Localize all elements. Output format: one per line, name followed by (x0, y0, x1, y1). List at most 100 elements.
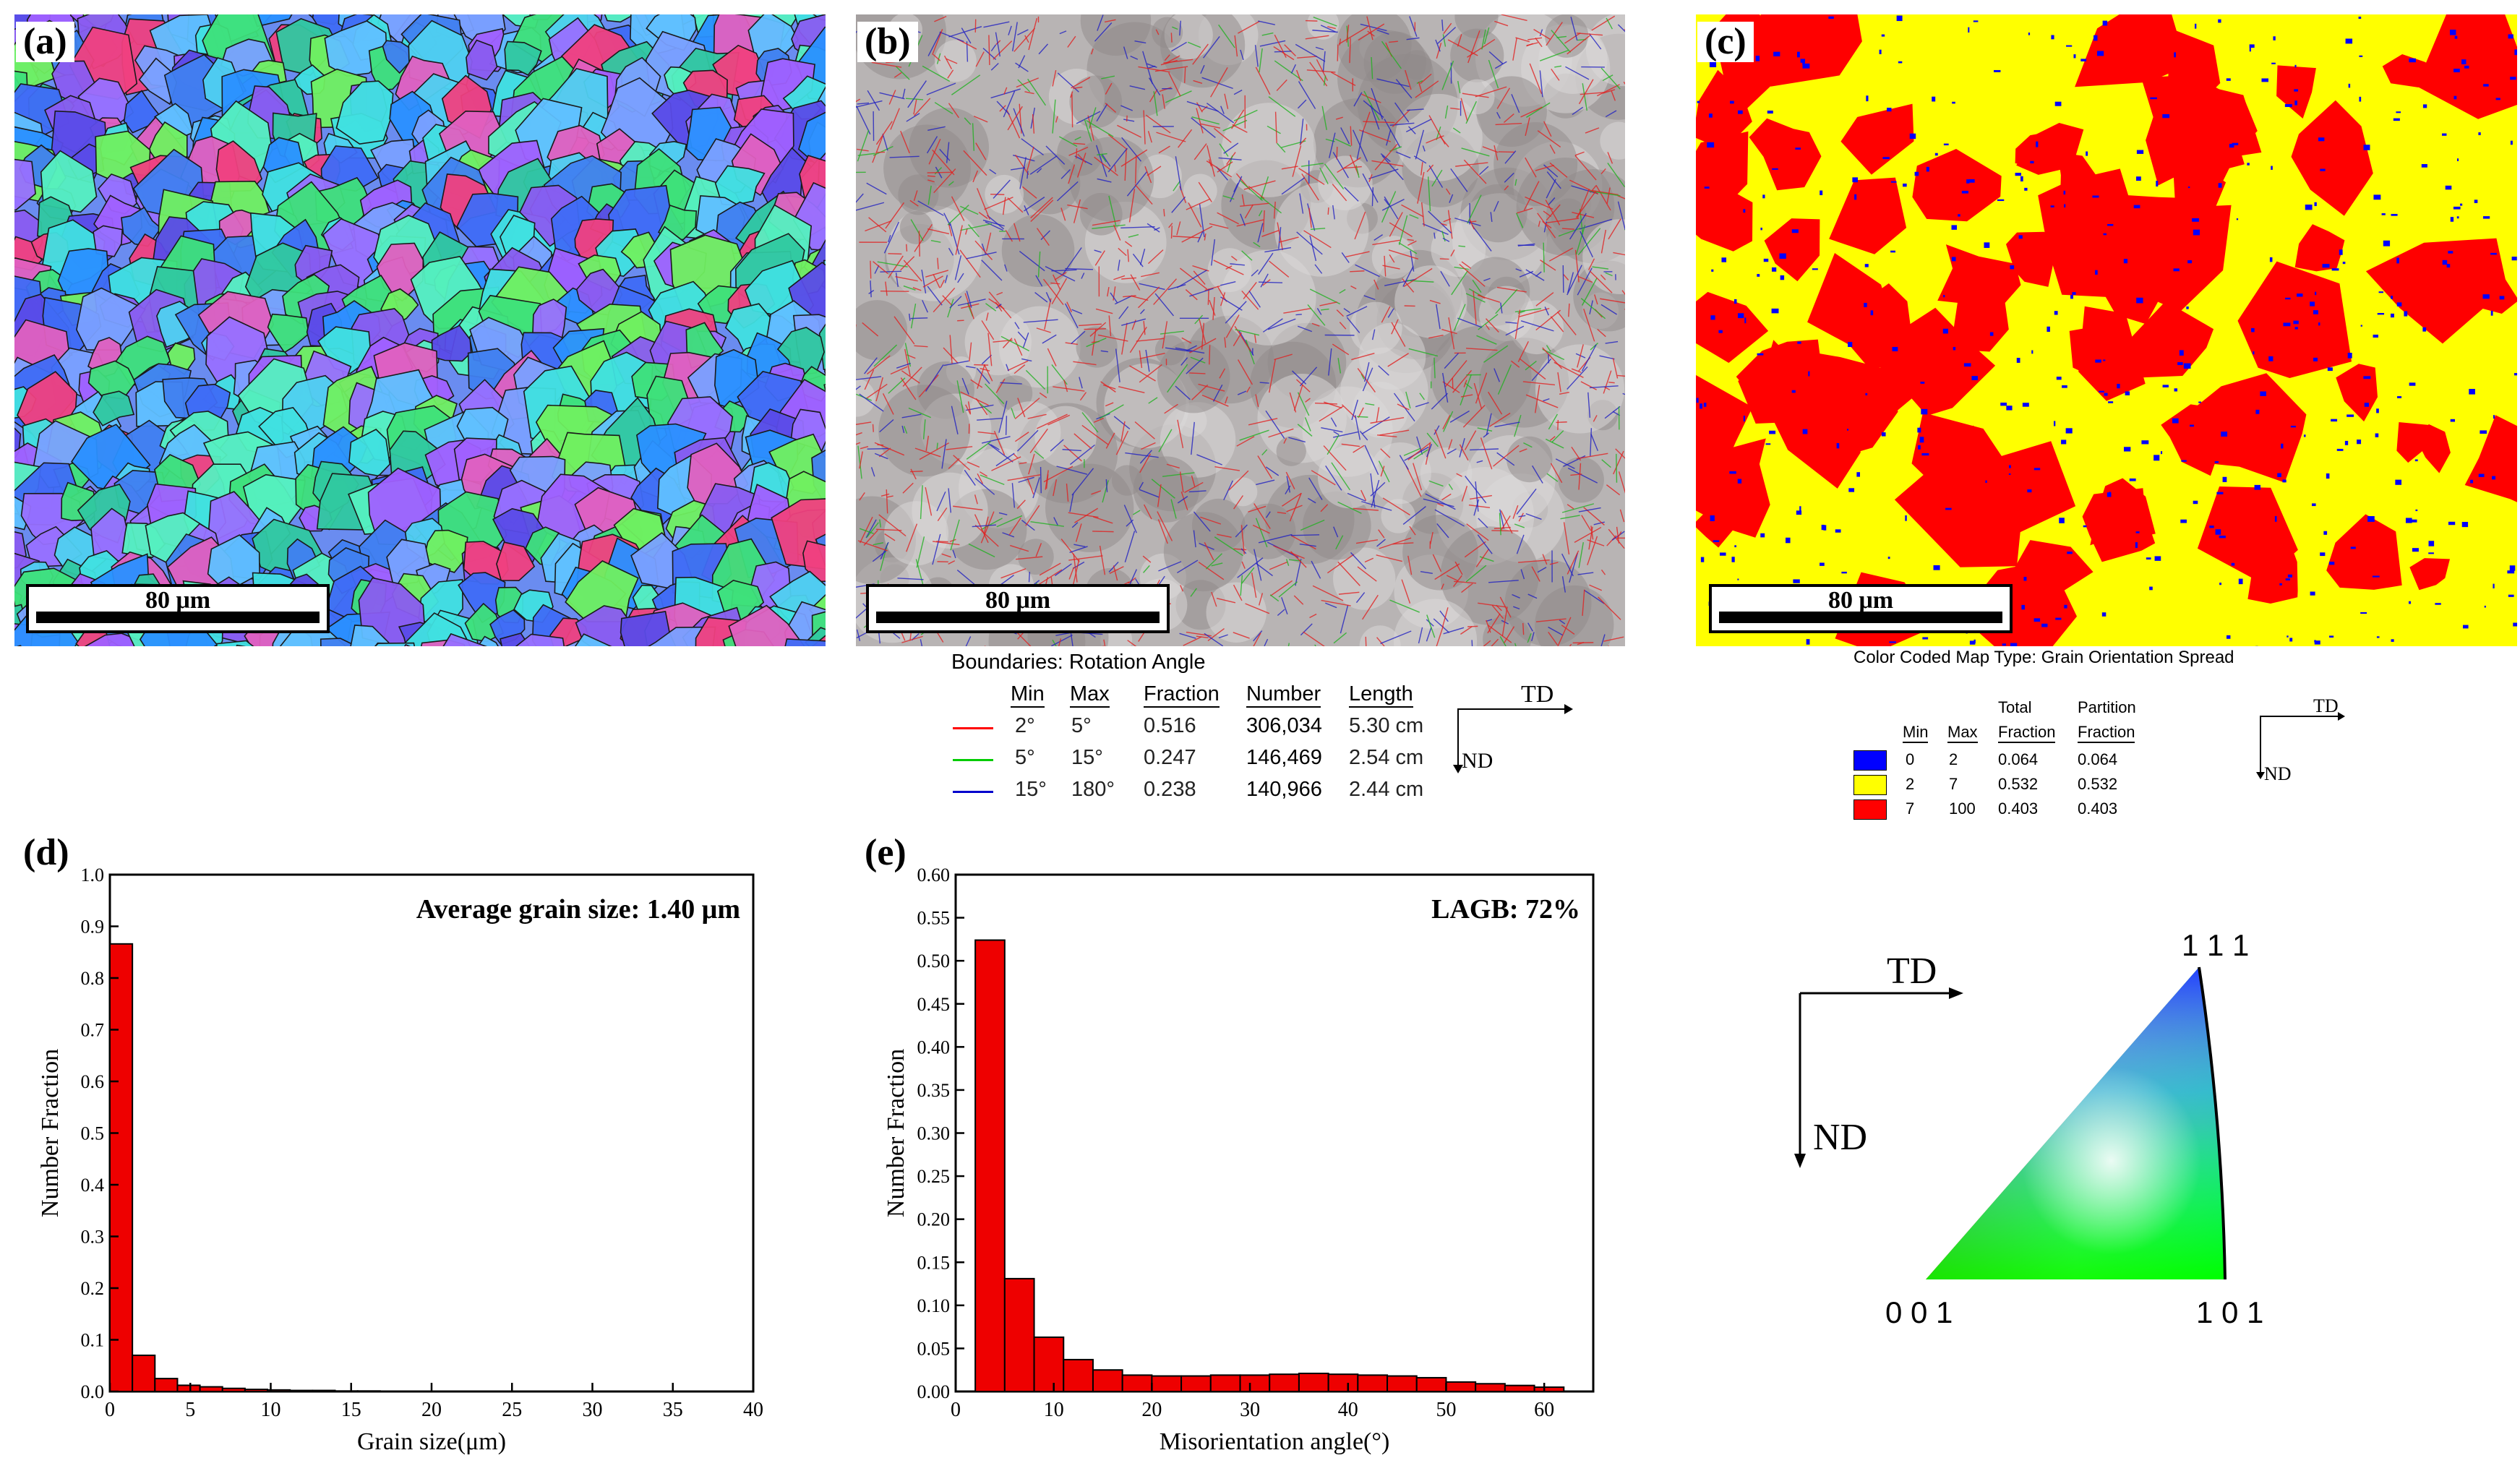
boundary-segment (1012, 22, 1018, 51)
gos-blue-speck (2108, 401, 2114, 403)
boundary-segment (1057, 72, 1079, 93)
boundary-segment (1467, 38, 1496, 58)
boundary-segment (1006, 110, 1021, 139)
boundary-segment (1504, 626, 1515, 643)
boundary-segment (930, 239, 941, 243)
boundary-segment (907, 80, 927, 108)
gos-blue-speck (2021, 604, 2026, 610)
gos-blue-speck (1896, 15, 1903, 22)
gos-blue-speck (1966, 179, 1970, 184)
boundary-segment (1220, 292, 1226, 306)
gos-blue-speck (1733, 299, 1737, 304)
boundary-segment (1218, 634, 1228, 639)
boundary-segment (1380, 448, 1391, 458)
boundary-segment (1356, 416, 1368, 418)
boundary-segment (1622, 393, 1625, 395)
boundary-segment (1577, 275, 1593, 283)
boundary-segment (1339, 322, 1347, 330)
boundary-segment (1461, 261, 1472, 269)
scalebar-c: 80 μm (1709, 584, 2013, 633)
boundary-segment (1158, 429, 1173, 453)
boundary-segment (973, 116, 988, 123)
grain-shade (856, 300, 908, 361)
boundary-segment (1577, 572, 1594, 575)
boundary-segment (1087, 115, 1094, 141)
boundary-segment (1220, 296, 1243, 311)
boundary-segment (1220, 281, 1236, 286)
boundary-segment (1462, 93, 1489, 98)
boundary-segment (1473, 499, 1480, 516)
boundary-segment (1142, 555, 1152, 563)
boundary-segment (1561, 553, 1574, 577)
gos-blue-speck (1779, 253, 1786, 259)
gos-blue-speck (2331, 268, 2339, 271)
gos-blue-speck (2412, 548, 2419, 552)
boundary-segment (1381, 198, 1405, 211)
gos-cell-max: 100 (1949, 799, 1976, 818)
boundary-segment (879, 419, 894, 433)
boundary-segment (951, 406, 959, 434)
boundary-segment (1481, 29, 1486, 50)
boundary-segment (979, 403, 993, 414)
boundary-segment (1255, 518, 1268, 548)
boundary-segment (960, 223, 993, 231)
gos-blue-speck (2062, 385, 2067, 388)
grain-shade (1585, 14, 1625, 87)
gos-red-grain (2237, 261, 2352, 378)
boundary-segment (904, 348, 911, 377)
gos-blue-speck (2282, 479, 2287, 483)
boundary-segment (1617, 24, 1625, 33)
boundary-segment (961, 27, 972, 44)
boundary-segment (1300, 519, 1325, 531)
gos-blue-speck (2428, 541, 2435, 546)
gos-blue-speck (2408, 601, 2412, 604)
histogram-bar (1387, 1375, 1418, 1392)
boundary-segment (1416, 80, 1423, 85)
boundary-segment (1549, 436, 1556, 441)
boundary-segment (1147, 223, 1160, 233)
gos-red-grain (2078, 306, 2146, 401)
boundary-segment (1406, 37, 1420, 40)
boundary-segment (1531, 566, 1540, 582)
gos-blue-speck (2513, 373, 2517, 376)
histogram-bar (1151, 1375, 1183, 1392)
gos-red-grain (2009, 540, 2093, 599)
gos-blue-speck (2287, 574, 2292, 578)
gos-red-grain (2396, 422, 2432, 463)
boundary-segment (981, 320, 995, 340)
boundary-segment (1035, 275, 1043, 287)
boundary-segment (999, 105, 1006, 112)
boundary-segment (1516, 213, 1524, 228)
boundary-segment (1364, 362, 1370, 382)
boundary-segment (1550, 463, 1563, 484)
boundary-segment (1471, 225, 1492, 252)
boundary-segment (939, 148, 951, 161)
boundary-segment (1433, 357, 1436, 379)
gos-blue-speck (1737, 479, 1742, 484)
boundary-segment (1526, 43, 1533, 47)
boundary-segment (1042, 278, 1064, 306)
gos-red-grain (1696, 69, 1752, 150)
gos-blue-speck (2393, 118, 2400, 121)
boundary-segment (856, 442, 861, 445)
boundary-segment (1449, 410, 1470, 423)
boundary-segment (1019, 157, 1027, 189)
gos-blue-speck (2456, 216, 2459, 219)
boundary-segment (1512, 593, 1520, 599)
boundary-segment (1475, 481, 1479, 512)
boundary-segment (989, 168, 997, 175)
boundary-segment (1457, 34, 1462, 47)
gos-blue-speck (1765, 443, 1771, 445)
histogram-bar (176, 1384, 201, 1392)
boundary-segment (1497, 364, 1512, 395)
boundary-segment (1298, 81, 1316, 109)
boundary-segment (1346, 306, 1368, 317)
gos-red-grain (2006, 231, 2067, 287)
boundary-segment (1019, 462, 1027, 465)
boundary-segment (1175, 385, 1191, 400)
boundary-segment (1332, 184, 1347, 202)
boundary-segment (1029, 155, 1058, 175)
boundary-segment (1207, 103, 1235, 124)
gos-red-grain (2141, 74, 2251, 179)
boundary-segment (1382, 497, 1410, 516)
